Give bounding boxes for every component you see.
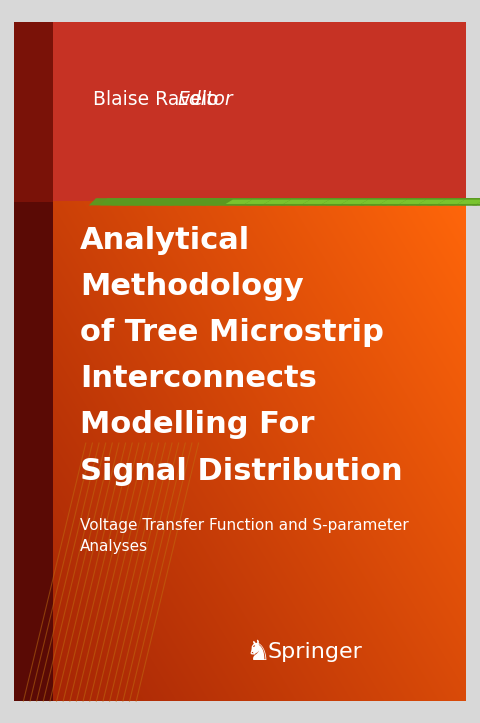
Bar xyxy=(14,22,53,202)
Polygon shape xyxy=(322,200,348,204)
Text: Modelling For: Modelling For xyxy=(80,411,314,440)
Polygon shape xyxy=(439,198,480,205)
Polygon shape xyxy=(361,200,387,204)
Bar xyxy=(14,202,53,701)
Text: Voltage Transfer Function and S-parameter
Analyses: Voltage Transfer Function and S-paramete… xyxy=(80,518,408,554)
Polygon shape xyxy=(269,198,315,205)
Polygon shape xyxy=(179,198,225,205)
Polygon shape xyxy=(382,198,428,205)
Polygon shape xyxy=(264,200,291,204)
Polygon shape xyxy=(245,200,271,204)
Polygon shape xyxy=(325,198,372,205)
Text: of Tree Microstrip: of Tree Microstrip xyxy=(80,318,384,347)
Polygon shape xyxy=(202,198,247,205)
Polygon shape xyxy=(89,198,134,205)
Polygon shape xyxy=(416,198,461,205)
Polygon shape xyxy=(226,200,252,204)
Polygon shape xyxy=(450,198,480,205)
Polygon shape xyxy=(400,200,426,204)
Polygon shape xyxy=(123,198,168,205)
Polygon shape xyxy=(427,198,473,205)
Polygon shape xyxy=(100,198,146,205)
Text: Signal Distribution: Signal Distribution xyxy=(80,457,402,486)
Polygon shape xyxy=(337,198,383,205)
Polygon shape xyxy=(394,198,439,205)
Polygon shape xyxy=(213,198,258,205)
Polygon shape xyxy=(419,200,445,204)
Text: Methodology: Methodology xyxy=(80,272,303,301)
Text: Analytical: Analytical xyxy=(80,226,250,254)
Polygon shape xyxy=(472,198,480,205)
Polygon shape xyxy=(284,200,310,204)
Polygon shape xyxy=(145,198,191,205)
Polygon shape xyxy=(303,198,348,205)
Polygon shape xyxy=(477,200,480,204)
Text: ♞: ♞ xyxy=(245,638,270,667)
Polygon shape xyxy=(303,200,329,204)
Polygon shape xyxy=(348,198,394,205)
Polygon shape xyxy=(457,200,480,204)
Polygon shape xyxy=(280,198,326,205)
Polygon shape xyxy=(111,198,157,205)
Polygon shape xyxy=(380,200,407,204)
Text: Editor: Editor xyxy=(177,90,233,109)
Bar xyxy=(14,22,466,202)
Polygon shape xyxy=(314,198,360,205)
Polygon shape xyxy=(405,198,450,205)
Text: Interconnects: Interconnects xyxy=(80,364,317,393)
Polygon shape xyxy=(235,198,281,205)
Polygon shape xyxy=(258,198,303,205)
Polygon shape xyxy=(438,200,465,204)
Polygon shape xyxy=(292,198,337,205)
Polygon shape xyxy=(461,198,480,205)
Text: Blaise Ravelo: Blaise Ravelo xyxy=(93,90,219,109)
Polygon shape xyxy=(371,198,417,205)
Polygon shape xyxy=(247,198,292,205)
Polygon shape xyxy=(224,198,270,205)
Polygon shape xyxy=(190,198,236,205)
Polygon shape xyxy=(156,198,202,205)
Polygon shape xyxy=(134,198,180,205)
Polygon shape xyxy=(168,198,213,205)
Polygon shape xyxy=(342,200,368,204)
Text: Springer: Springer xyxy=(267,642,362,662)
Polygon shape xyxy=(360,198,405,205)
